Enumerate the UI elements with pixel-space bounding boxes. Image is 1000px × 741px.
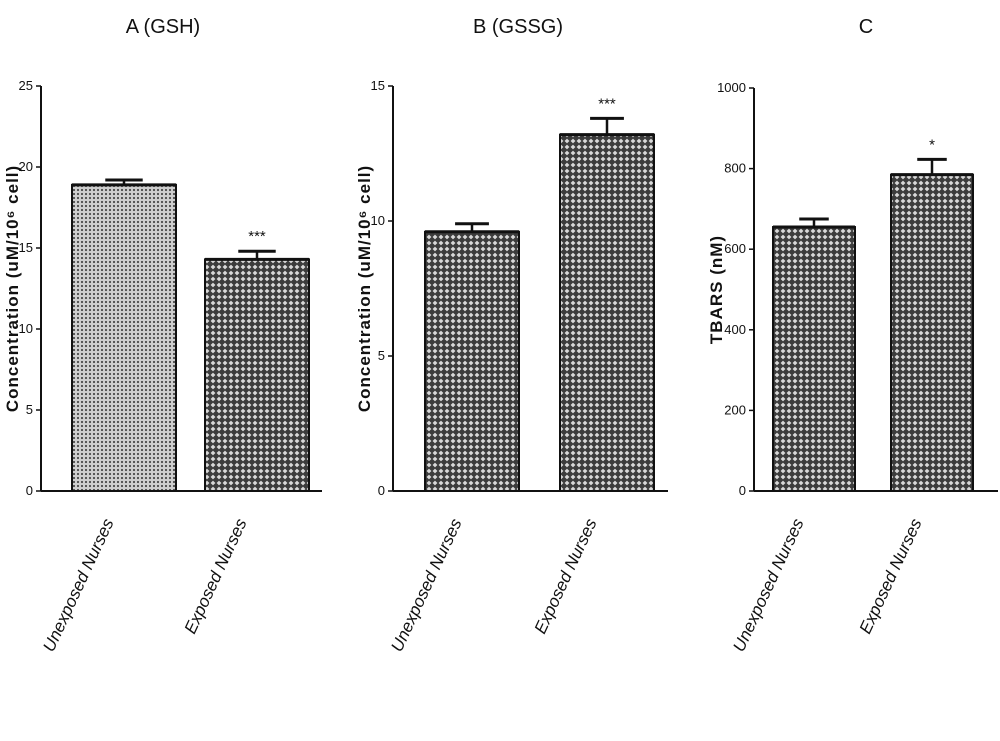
y-tick-label: 15 [371, 78, 385, 93]
y-tick-label: 200 [724, 402, 746, 417]
chart-panel-3: C TBARS (nM) 0 200 400 600 800 1000 Unexposed Nu… [707, 16, 998, 655]
y-axis-label: Concentration (uM/10⁶ cell) [355, 165, 374, 412]
y-tick-label: 10 [371, 213, 385, 228]
chart-panel-2: B (GSSG) Concentration (uM/10⁶ cell) 0 5 10 1… [355, 16, 668, 655]
x-category-label: Unexposed Nurses [729, 515, 808, 655]
x-category-label: Exposed Nurses [181, 515, 251, 637]
bar-exposed [559, 133, 655, 492]
panel-title: C [859, 16, 873, 38]
chart-panel-1: A (GSH) Concentration (uM/10⁶ cell) 0 5 10 15… [3, 16, 322, 655]
x-category-label: Exposed Nurses [856, 515, 926, 637]
y-tick-label: 0 [378, 483, 385, 498]
bar-unexposed [71, 183, 177, 492]
bar-exposed [204, 258, 310, 492]
y-tick-label: 5 [378, 348, 385, 363]
significance-marker: *** [248, 228, 266, 245]
y-axis-label: TBARS (nM) [707, 235, 726, 344]
y-tick-label: 5 [26, 402, 33, 417]
significance-marker: *** [598, 95, 616, 112]
y-tick-label: 25 [19, 78, 33, 93]
bar-unexposed [772, 226, 856, 492]
bar-unexposed [424, 230, 520, 493]
y-tick-label: 0 [739, 483, 746, 498]
x-category-label: Unexposed Nurses [387, 515, 466, 655]
y-tick-label: 20 [19, 159, 33, 174]
panel-title: B (GSSG) [473, 16, 563, 38]
panel-title: A (GSH) [126, 16, 200, 38]
x-category-label: Unexposed Nurses [39, 515, 118, 655]
y-tick-label: 15 [19, 240, 33, 255]
x-category-label: Exposed Nurses [531, 515, 601, 637]
y-tick-label: 0 [26, 483, 33, 498]
y-axis-label: Concentration (uM/10⁶ cell) [3, 165, 22, 412]
significance-marker: * [929, 136, 935, 153]
y-tick-label: 1000 [717, 80, 746, 95]
y-tick-label: 400 [724, 322, 746, 337]
y-tick-label: 600 [724, 241, 746, 256]
y-tick-label: 10 [19, 321, 33, 336]
y-tick-label: 800 [724, 161, 746, 176]
bar-exposed [890, 173, 974, 493]
